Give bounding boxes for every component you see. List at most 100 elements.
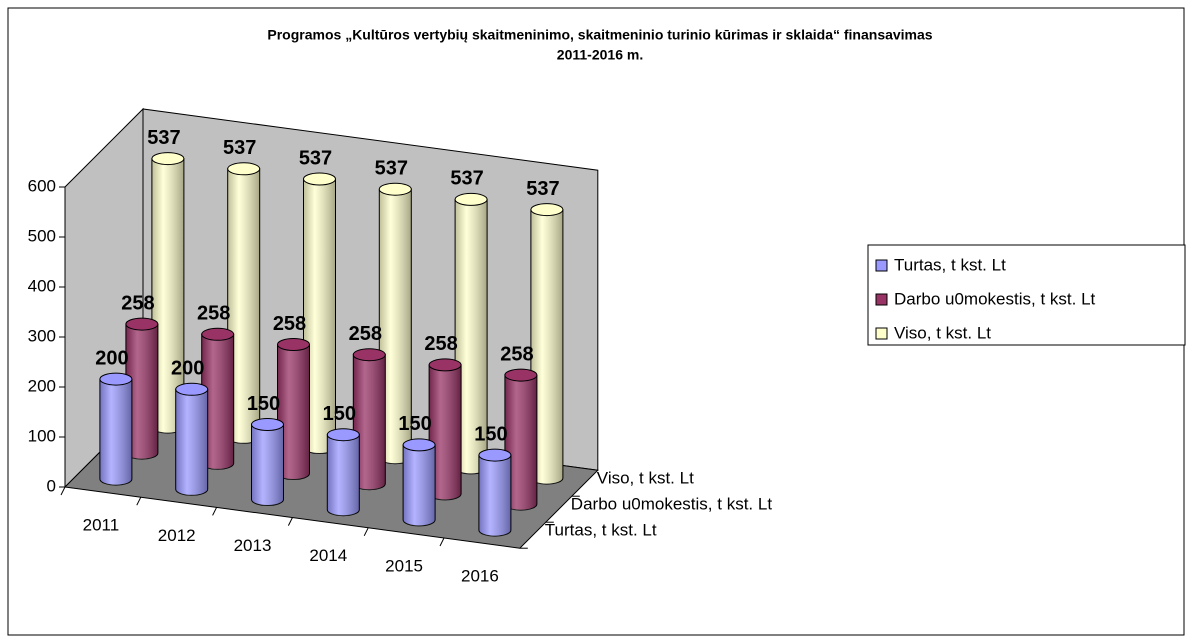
value-label: 258	[349, 323, 382, 345]
cylinder	[125, 317, 159, 460]
value-label: 258	[424, 333, 457, 355]
bar-shade	[429, 364, 462, 500]
bar-top	[201, 327, 235, 341]
bar-top	[478, 448, 512, 462]
legend	[867, 244, 1186, 346]
x-tick	[363, 527, 369, 537]
bar-shade	[303, 179, 336, 454]
cylinder	[428, 358, 462, 501]
cylinder	[201, 327, 235, 470]
x-tick-label: 2014	[309, 546, 347, 565]
x-tick-label: 2015	[385, 556, 423, 575]
bar-shade	[379, 189, 412, 464]
bar-shade	[455, 199, 488, 474]
bar-shade	[125, 324, 158, 460]
value-label: 537	[375, 157, 408, 179]
bar-shade	[403, 444, 436, 526]
value-label: 258	[273, 313, 306, 335]
value-label: 200	[95, 347, 128, 369]
bar-shade	[227, 168, 260, 444]
bar-shade	[478, 455, 511, 537]
legend-key	[875, 327, 888, 340]
bar-top	[175, 382, 209, 396]
cylinder	[277, 338, 310, 480]
depth-label: Viso, t kst. Lt	[597, 469, 694, 488]
y-tick-label: 600	[28, 176, 56, 195]
chart-title: 2011-2016 m.	[557, 47, 643, 63]
y-tick-label: 0	[47, 476, 56, 495]
bar-shade	[251, 424, 284, 506]
cylinder	[504, 368, 538, 511]
cylinder	[99, 372, 133, 486]
bar-top	[303, 172, 336, 186]
bar-top	[251, 418, 284, 431]
cylinder	[251, 418, 284, 506]
bar-shade	[327, 434, 360, 516]
cylinder	[151, 152, 185, 434]
value-label: 150	[323, 403, 356, 425]
bar-top	[454, 192, 488, 206]
cylinder	[530, 203, 564, 485]
value-label: 537	[526, 178, 559, 200]
value-label: 150	[474, 423, 507, 445]
value-label: 150	[398, 413, 431, 435]
legend-key	[875, 293, 888, 306]
value-label: 200	[171, 358, 204, 380]
bar-top	[530, 203, 564, 217]
bar-shade	[151, 158, 184, 434]
value-label: 258	[121, 292, 154, 314]
bar-top	[326, 428, 360, 442]
y-tick-label: 300	[28, 326, 56, 345]
cylinder	[378, 182, 412, 465]
bar-top	[227, 162, 261, 176]
bar-top	[151, 152, 185, 166]
cylinder	[326, 428, 360, 517]
value-label: 258	[197, 303, 230, 325]
x-tick	[212, 507, 218, 516]
value-label: 537	[223, 137, 256, 159]
depth-label: Turtas, t kst. Lt	[545, 521, 657, 540]
bar-top	[402, 438, 436, 452]
bar-shade	[504, 375, 537, 511]
cylinder	[175, 382, 209, 496]
bar-top	[504, 368, 538, 382]
bar-top	[277, 338, 310, 351]
bar-top	[99, 372, 133, 386]
bar-shade	[175, 389, 208, 496]
depth-label: Darbo u0mokestis, t kst. Lt	[571, 495, 773, 514]
value-label: 258	[500, 343, 533, 365]
x-tick	[287, 517, 293, 526]
legend-key	[875, 259, 888, 272]
bar-top	[352, 348, 386, 362]
bar-shade	[530, 209, 563, 485]
x-tick-label: 2013	[234, 536, 272, 555]
cylinder	[227, 162, 261, 444]
bar-shade	[99, 379, 132, 486]
bar-top	[125, 317, 159, 331]
value-label: 537	[450, 168, 483, 190]
y-tick-label: 200	[28, 376, 56, 395]
value-label: 537	[299, 147, 332, 169]
chart-title: Programos „Kultūros vertybių skaitmenini…	[267, 27, 932, 43]
x-tick	[136, 496, 142, 506]
x-tick	[60, 486, 66, 496]
bar-shade	[201, 334, 234, 470]
cylinder	[454, 192, 488, 475]
legend-label: Darbo u0mokestis, t kst. Lt	[894, 289, 1096, 308]
cylinder	[352, 348, 386, 491]
bar-top	[378, 182, 412, 196]
value-label: 150	[247, 393, 280, 415]
legend-label: Viso, t kst. Lt	[894, 323, 991, 342]
x-tick-label: 2016	[461, 567, 499, 586]
legend-label: Turtas, t kst. Lt	[894, 255, 1006, 274]
bar-shade	[277, 344, 310, 480]
bar-top	[428, 358, 462, 372]
x-tick-label: 2012	[158, 526, 196, 545]
bar-shade	[353, 354, 386, 490]
y-tick-label: 400	[28, 276, 56, 295]
x-tick	[439, 537, 445, 547]
x-tick-label: 2011	[83, 516, 120, 535]
y-tick-label: 100	[28, 426, 56, 445]
cylinder	[402, 438, 436, 527]
